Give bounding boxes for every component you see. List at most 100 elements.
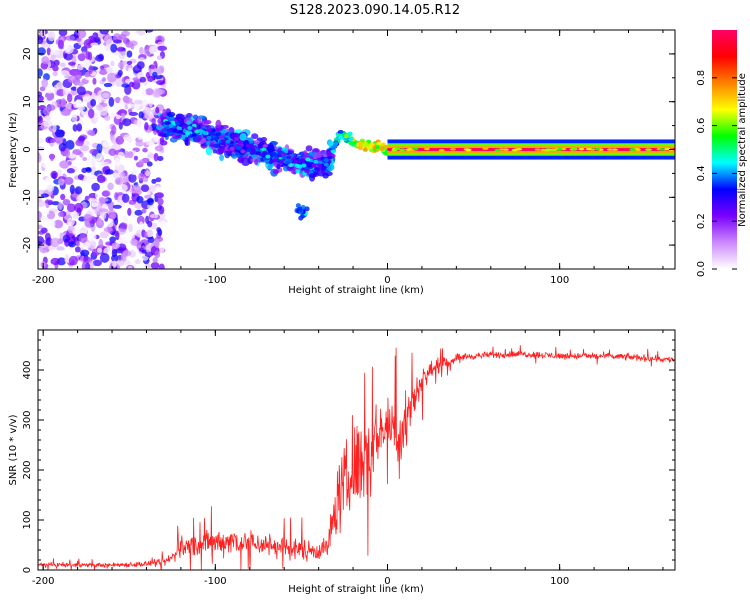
noise-blob xyxy=(57,39,64,49)
colorbar-tick-label: 0.4 xyxy=(696,165,707,181)
signal-track-mark xyxy=(229,146,235,151)
signal-track-mark xyxy=(240,149,246,154)
signal-track-mark xyxy=(249,143,255,148)
noise-blob xyxy=(141,208,147,214)
noise-blob xyxy=(147,220,153,228)
noise-blob xyxy=(91,202,99,208)
noise-blob xyxy=(101,261,108,269)
noise-blob xyxy=(129,124,139,129)
signal-track-mark xyxy=(311,163,317,168)
signal-track-mark xyxy=(175,121,181,126)
noise-blob xyxy=(95,104,104,111)
noise-blob xyxy=(44,115,52,121)
noise-blob xyxy=(83,140,91,147)
noise-blob xyxy=(69,249,77,256)
signal-halo xyxy=(241,157,251,167)
noise-blob xyxy=(77,174,85,181)
noise-blob xyxy=(62,87,69,97)
noise-blob xyxy=(107,220,114,228)
snr-x-tick-label: 0 xyxy=(384,576,390,587)
signal-track-mark xyxy=(286,155,292,160)
noise-blob xyxy=(43,120,53,128)
colorbar-tick-label: 0.8 xyxy=(696,70,707,86)
noise-blob xyxy=(83,39,93,49)
noise-blob xyxy=(147,204,155,210)
noise-blob xyxy=(141,89,147,97)
noise-blob xyxy=(95,54,104,62)
noise-blob xyxy=(149,64,155,70)
signal-track-mark xyxy=(237,140,243,145)
noise-blob xyxy=(93,36,101,43)
noise-blob xyxy=(46,47,51,56)
noise-blob xyxy=(128,223,133,233)
signal-track-mark xyxy=(362,147,368,152)
snr-x-tick-label: 100 xyxy=(550,576,569,587)
signal-track-mark xyxy=(161,128,167,133)
noise-blob xyxy=(68,255,78,266)
noise-blob xyxy=(127,207,132,217)
signal-track-mark xyxy=(326,151,332,156)
signal-halo xyxy=(272,169,280,175)
spectrogram-x-tick-label: 0 xyxy=(384,275,390,286)
constant-tone-speckle xyxy=(606,148,613,151)
signal-halo xyxy=(205,141,211,146)
signal-track-mark xyxy=(197,128,203,133)
noise-blob xyxy=(60,98,67,108)
noise-blob xyxy=(121,193,130,203)
noise-blob xyxy=(158,263,165,269)
blob-mark xyxy=(297,206,303,212)
noise-blob xyxy=(160,84,166,89)
noise-blob xyxy=(78,233,88,243)
signal-track-mark xyxy=(272,158,278,163)
noise-blob xyxy=(100,161,110,167)
noise-blob xyxy=(136,117,142,128)
noise-blob xyxy=(155,88,165,95)
noise-blob xyxy=(67,75,78,84)
noise-blob xyxy=(120,112,126,119)
signal-halo xyxy=(313,152,323,159)
noise-blob xyxy=(62,198,71,206)
noise-blob xyxy=(112,39,122,44)
noise-blob xyxy=(87,129,96,136)
snr-y-tick-label: 0 xyxy=(22,567,33,573)
constant-tone-speckle xyxy=(659,148,666,151)
noise-blob xyxy=(142,147,148,153)
noise-blob xyxy=(157,198,164,206)
noise-blob xyxy=(87,108,95,119)
colorbar-ramp xyxy=(712,30,737,269)
noise-blob xyxy=(67,93,73,103)
noise-blob xyxy=(76,123,83,132)
noise-blob xyxy=(46,184,55,192)
constant-tone-speckle xyxy=(438,149,445,152)
noise-blob xyxy=(133,155,139,161)
noise-blob xyxy=(53,219,64,229)
signal-track-mark xyxy=(305,157,311,162)
noise-blob xyxy=(116,259,125,267)
signal-halo xyxy=(233,132,240,138)
constant-tone-band xyxy=(387,148,675,151)
constant-tone-speckle xyxy=(594,147,601,151)
noise-blob xyxy=(38,68,43,77)
noise-blob xyxy=(133,119,138,127)
noise-blob xyxy=(155,192,165,199)
noise-blob xyxy=(118,184,128,192)
signal-halo xyxy=(203,119,212,125)
noise-blob xyxy=(47,264,54,269)
noise-blob xyxy=(118,200,125,206)
noise-blob xyxy=(49,153,55,162)
signal-track-mark xyxy=(202,131,208,136)
noise-blob xyxy=(96,174,106,184)
noise-blob xyxy=(89,148,100,155)
signal-track-mark xyxy=(347,131,353,136)
noise-blob xyxy=(66,103,72,110)
noise-blob xyxy=(114,157,121,167)
noise-blob xyxy=(88,64,93,75)
noise-blob xyxy=(57,211,64,217)
noise-blob xyxy=(124,260,132,266)
noise-blob xyxy=(117,151,125,159)
noise-blob xyxy=(101,77,107,82)
noise-blob xyxy=(89,232,97,242)
noise-blob xyxy=(136,215,145,225)
noise-blob xyxy=(105,66,113,74)
